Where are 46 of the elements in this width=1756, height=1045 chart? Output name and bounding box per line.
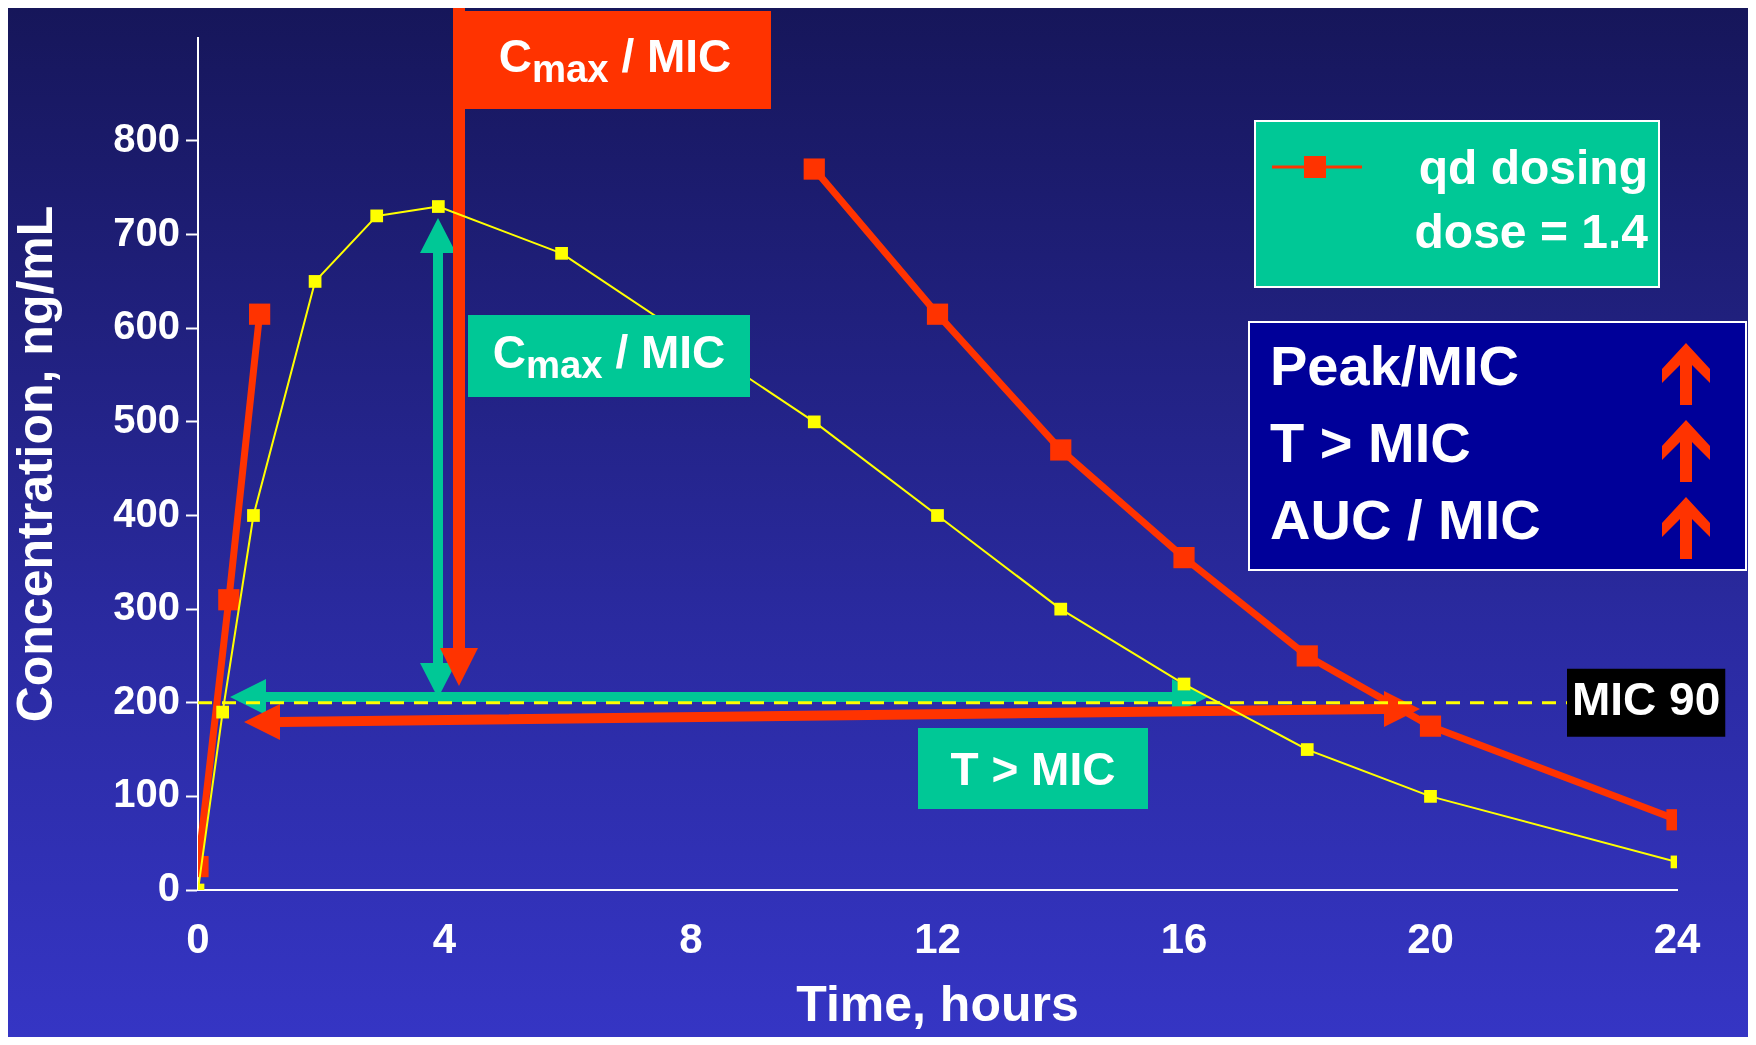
point [1419,715,1442,737]
ref-line-label: MIC 90 [1572,673,1721,726]
annotation: AUC / MIC [1270,487,1541,553]
point [1424,790,1437,803]
point [249,303,271,325]
point [1300,743,1314,756]
point [807,415,821,429]
point [216,705,230,719]
x-tick-label: 12 [914,914,961,962]
point [247,509,260,522]
y-tick-label: 700 [113,209,180,254]
y-tick-label: 0 [157,865,180,910]
point [926,303,949,325]
annotation: T > MIC [950,741,1116,796]
legend-label: qd dosing dose = 1.4 [1413,140,1648,260]
y-tick-label: 500 [113,396,180,441]
y-tick-label: 100 [113,771,180,816]
annotation: Peak/MIC [1270,333,1519,399]
point [370,209,384,223]
point [1173,547,1195,569]
y-tick-label: 600 [113,303,180,348]
point [1296,645,1318,667]
y-axis-title: Concentration, ng/mL [6,205,63,723]
annotation: C$_{max}$ / MIC [492,324,726,388]
annotation: T > MIC [1270,410,1471,476]
info-panel: Peak/MIC T > MIC AUC / MIC [1248,321,1747,571]
annotation: C$_{max}$ / MIC [498,28,732,92]
y-tick-label: 300 [113,584,180,629]
point [1054,602,1068,616]
x-tick-label: 0 [186,914,210,962]
x-tick-label: 24 [1653,914,1701,962]
x-tick-label: 20 [1407,914,1454,962]
y-tick-label: 400 [113,490,180,535]
x-tick-label: 4 [432,914,457,962]
x-axis-title: Time, hours [796,975,1079,1032]
y-tick-label: 800 [113,116,180,161]
point [931,509,944,522]
point [308,275,322,288]
x-tick-label: 8 [679,914,703,962]
point [555,246,568,260]
point [803,158,825,180]
point [1050,439,1072,461]
x-tick-label: 16 [1160,914,1208,962]
point [431,200,445,213]
y-tick-label: 200 [113,677,180,722]
point [218,589,240,611]
